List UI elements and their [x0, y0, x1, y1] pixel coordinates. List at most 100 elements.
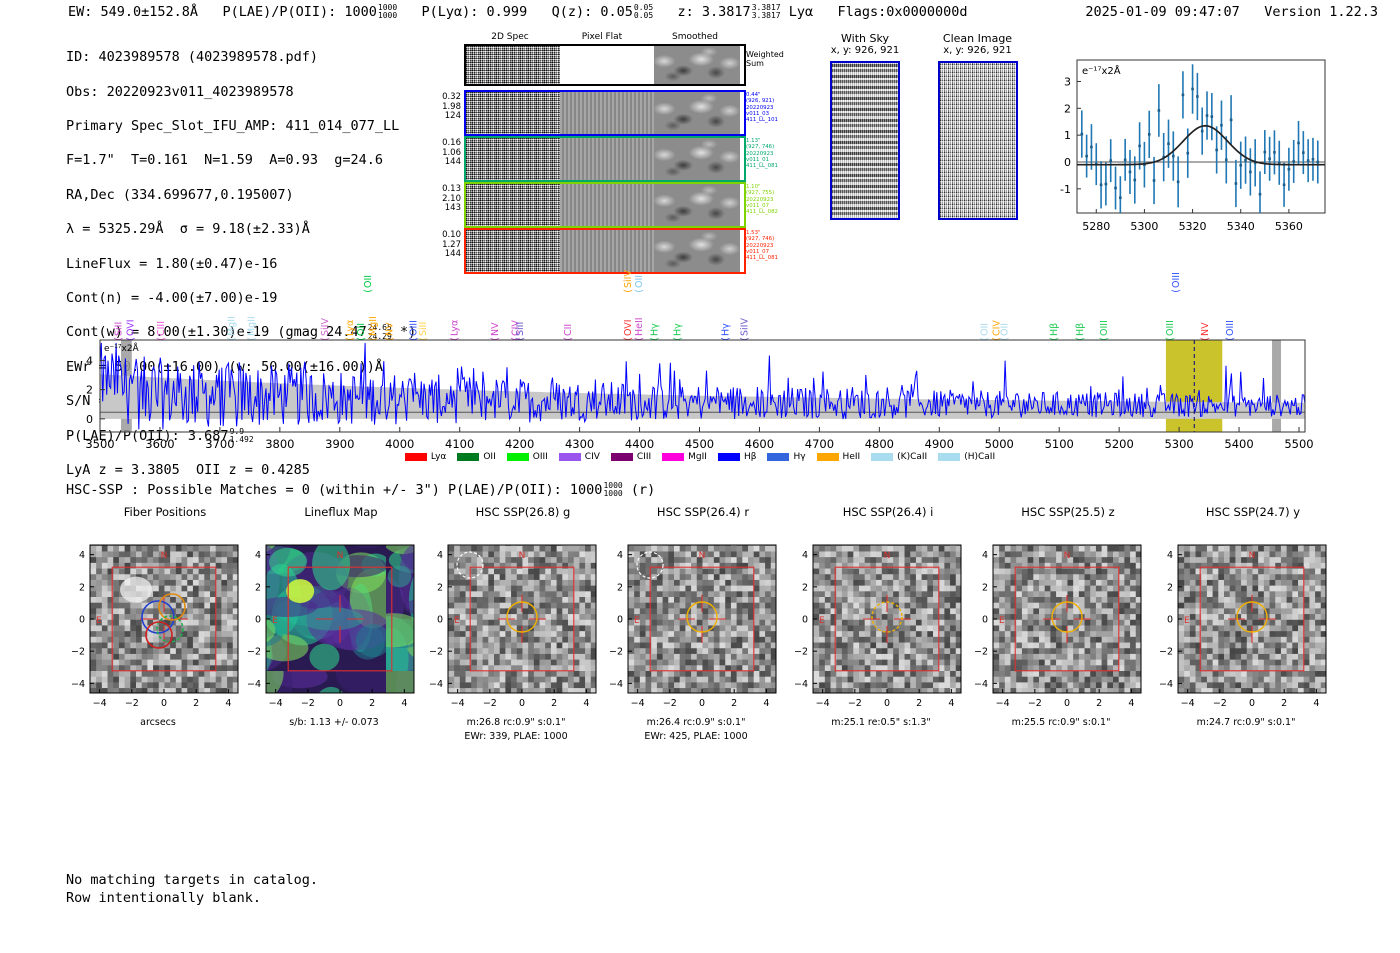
svg-text:e⁻¹⁷x2Å: e⁻¹⁷x2Å	[1082, 64, 1121, 77]
legend-item: HeII	[816, 452, 861, 462]
hsc-panel-caption: m:26.8 rc:0.9" s:0.1"	[466, 717, 566, 728]
compass-n-label: N	[161, 551, 168, 561]
svg-text:−2: −2	[301, 698, 315, 709]
compass-n-label: N	[337, 551, 344, 561]
svg-text:4: 4	[79, 550, 85, 561]
svg-text:−4: −4	[1159, 679, 1173, 690]
spec2d-title-2dspec: 2D Spec	[491, 32, 529, 42]
hsc-cutout-panel[interactable]: HSC SSP(26.4) i N E −4 −4 −2 −2 0 0 2 2 4 4 m:25.1 re…	[785, 505, 1023, 735]
hsc-panel-title: Lineflux Map	[304, 505, 378, 519]
legend-swatch	[938, 453, 961, 461]
svg-text:0: 0	[79, 615, 85, 626]
svg-text:(: (	[345, 337, 356, 341]
spec2d-row-left-labels: 0.16 1.06 144	[442, 138, 461, 168]
with-sky-xy: x, y: 926, 921	[830, 45, 900, 56]
flux-points	[1080, 64, 1320, 213]
svg-text:−2: −2	[974, 647, 988, 658]
svg-text:(: (	[490, 337, 501, 341]
legend-item: CIV	[558, 452, 600, 462]
svg-text:(: (	[409, 337, 420, 341]
spec2d-section: 2D Spec Pixel Flat Smoothed Weighted Sum…	[440, 32, 784, 274]
legend-label: Lyα	[430, 452, 447, 462]
svg-text:(: (	[623, 289, 634, 293]
svg-text:−2: −2	[125, 698, 139, 709]
hsc-panel-caption: arcsecs	[140, 717, 176, 728]
spec2d-weighted-sum-label: Weighted Sum	[746, 50, 784, 68]
svg-text:(: (	[510, 337, 521, 341]
info-redshifts: LyA z = 3.3805 OII z = 0.4285	[66, 462, 310, 479]
full-spectrum-svg: SiII(OVI(CIII(MgII(MgII(SiIV(Lyα(OII(OII…	[85, 270, 1313, 451]
hsc-cutout-panel[interactable]: Lineflux Map N E −4 −4 −2 −2 0 0 2 2 4 4 s/b: 1.13 +/…	[238, 505, 476, 735]
spec2d-title-smoothed: Smoothed	[672, 32, 718, 42]
svg-text:CIV: CIV	[991, 320, 1002, 336]
compass-n-label: N	[1249, 551, 1256, 561]
svg-text:5400: 5400	[1224, 437, 1253, 451]
svg-text:3900: 3900	[325, 437, 354, 451]
svg-text:0: 0	[437, 615, 443, 626]
svg-text:(: (	[515, 337, 526, 341]
header-plae-range: 1000 1000	[377, 3, 398, 21]
svg-text:−2: −2	[663, 698, 677, 709]
svg-text:4: 4	[982, 550, 988, 561]
legend-label: OII	[483, 452, 496, 462]
svg-text:−4: −4	[974, 679, 988, 690]
svg-text:(: (	[739, 337, 750, 341]
svg-text:5100: 5100	[1045, 437, 1074, 451]
svg-text:(: (	[363, 289, 374, 293]
clean-image-title: Clean Image	[942, 32, 1013, 45]
spectrum-trace	[99, 342, 1306, 430]
svg-text:4100: 4100	[445, 437, 474, 451]
info-cont-w: Cont(w) = 8.00(±1.30)e-19 (gmag 24.47 24.…	[66, 323, 417, 341]
svg-text:2: 2	[193, 698, 199, 709]
svg-text:4: 4	[86, 354, 93, 367]
emission-line-fit-plot: e⁻¹⁷x2Å -1 0 1 2 3 5280 5300 5320 5340 5360	[1035, 48, 1335, 253]
svg-text:(: (	[563, 337, 574, 341]
svg-text:4: 4	[255, 550, 261, 561]
hsc-cutout-panel[interactable]: Fiber Positions N E −4 −4 −2 −2 0 0 2 2 4 4 arcsecs	[62, 505, 300, 735]
svg-text:0: 0	[1249, 698, 1255, 709]
svg-text:1: 1	[1064, 129, 1071, 142]
svg-text:2: 2	[731, 698, 737, 709]
hsc-cutout-panel[interactable]: HSC SSP(24.7) y N E −4 −4 −2 −2 0 0 2 2 4 4 m:24.7 rc…	[1150, 505, 1388, 735]
info-plae-range: 9.9 1.492	[229, 426, 254, 444]
svg-text:2: 2	[255, 582, 261, 593]
hsc-cutout-panel[interactable]: HSC SSP(25.5) z N E −4 −4 −2 −2 0 0 2 2 4 4 m:25.5 rc…	[965, 505, 1203, 735]
legend-label: OIII	[532, 452, 548, 462]
hsc-cutout-panel[interactable]: HSC SSP(26.4) r N E −4 −4 −2 −2 0 0 2 2 4 4 m:26.4 rc…	[600, 505, 838, 742]
svg-text:OIII: OIII	[1225, 320, 1236, 336]
svg-text:5500: 5500	[1284, 437, 1313, 451]
svg-text:(: (	[979, 337, 990, 341]
hsc-panel-title: HSC SSP(26.8) g	[475, 505, 571, 519]
svg-text:2: 2	[551, 698, 557, 709]
svg-text:(: (	[418, 337, 429, 341]
info-obs: Obs: 20220923v011_4023989578	[66, 83, 294, 100]
svg-text:CIII: CIII	[156, 321, 167, 336]
svg-text:4: 4	[225, 698, 231, 709]
hsc-panel-caption: s/b: 1.13 +/- 0.073	[289, 717, 379, 728]
compass-e-label: E	[819, 616, 825, 626]
svg-text:2: 2	[802, 582, 808, 593]
svg-text:OII: OII	[979, 323, 990, 336]
spectrum-error-band	[100, 374, 1305, 419]
header-qz-range: 0.05 0.05	[633, 3, 654, 21]
svg-text:−2: −2	[848, 698, 862, 709]
hsc-cutout-panel[interactable]: HSC SSP(26.8) g N E −4 −4 −2 −2 0 0 2 2 4 4 m:26.8 rc…	[420, 505, 658, 742]
svg-text:2: 2	[982, 582, 988, 593]
legend-item: CIII	[610, 452, 651, 462]
hsc-panel-caption: m:25.5 rc:0.9" s:0.1"	[1011, 717, 1111, 728]
legend-swatch	[871, 453, 894, 461]
hsc-panel-svg: N E −4 −4 −2 −2 0 0 2 2 4 4	[429, 544, 597, 709]
svg-text:OVI: OVI	[126, 319, 137, 336]
hsc-panel-svg: N E −4 −4 −2 −2 0 0 2 2 4 4	[71, 544, 239, 709]
svg-text:Lyα: Lyα	[449, 320, 460, 336]
cutout-with-sky: With Sky x, y: 926, 921	[810, 32, 920, 220]
emission-line-labels: SiII(OVI(CIII(MgII(MgII(SiIV(Lyα(OII(OII…	[114, 270, 1236, 341]
svg-text:Hβ: Hβ	[1075, 323, 1086, 336]
svg-text:−4: −4	[71, 679, 85, 690]
legend-label: HeII	[842, 452, 861, 462]
legend-label: Hβ	[743, 452, 757, 462]
header-ew: EW: 549.0±152.8Å	[68, 4, 199, 21]
legend-item: (K)CaII	[871, 452, 927, 462]
svg-text:(: (	[156, 337, 167, 341]
compass-n-label: N	[1064, 551, 1071, 561]
